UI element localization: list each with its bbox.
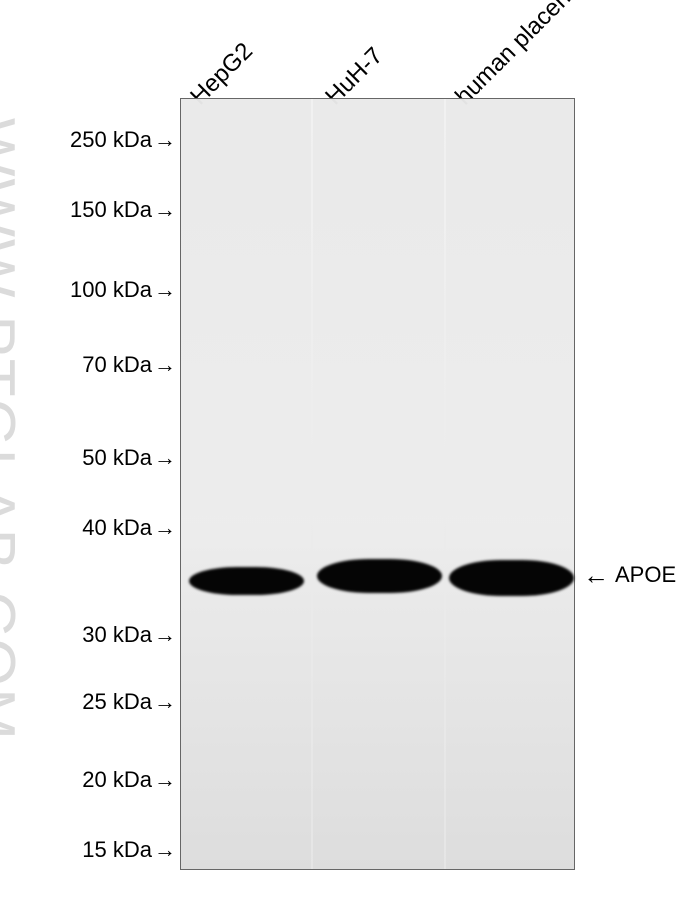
watermark: WWW.PTGLAB.COM bbox=[0, 118, 28, 742]
mw-marker: 100 kDa→ bbox=[70, 277, 176, 303]
target-protein-name: APOE bbox=[615, 562, 676, 588]
mw-marker-text: 30 kDa bbox=[82, 622, 152, 647]
lane-separator bbox=[444, 99, 446, 869]
mw-marker-text: 40 kDa bbox=[82, 515, 152, 540]
arrow-right-icon: → bbox=[154, 689, 176, 715]
mw-marker-text: 50 kDa bbox=[82, 445, 152, 470]
arrow-right-icon: → bbox=[154, 515, 176, 541]
figure-root: WWW.PTGLAB.COM HepG2HuH-7human placenta … bbox=[0, 0, 700, 903]
arrow-left-icon: ← bbox=[583, 562, 609, 588]
mw-marker: 70 kDa→ bbox=[82, 352, 176, 378]
mw-marker: 30 kDa→ bbox=[82, 622, 176, 648]
mw-marker-text: 20 kDa bbox=[82, 767, 152, 792]
mw-marker: 15 kDa→ bbox=[82, 837, 176, 863]
mw-marker-text: 15 kDa bbox=[82, 837, 152, 862]
mw-marker: 250 kDa→ bbox=[70, 127, 176, 153]
arrow-right-icon: → bbox=[154, 622, 176, 648]
lane-label: human placenta bbox=[450, 0, 591, 111]
mw-marker: 50 kDa→ bbox=[82, 445, 176, 471]
mw-marker-text: 250 kDa bbox=[70, 127, 152, 152]
arrow-right-icon: → bbox=[154, 352, 176, 378]
mw-marker-text: 100 kDa bbox=[70, 277, 152, 302]
mw-marker: 40 kDa→ bbox=[82, 515, 176, 541]
band bbox=[449, 560, 574, 596]
blot-membrane bbox=[180, 98, 575, 870]
mw-marker: 20 kDa→ bbox=[82, 767, 176, 793]
lane-separator bbox=[311, 99, 313, 869]
arrow-right-icon: → bbox=[154, 197, 176, 223]
arrow-right-icon: → bbox=[154, 277, 176, 303]
arrow-right-icon: → bbox=[154, 767, 176, 793]
band bbox=[317, 559, 442, 593]
arrow-right-icon: → bbox=[154, 837, 176, 863]
mw-marker-text: 25 kDa bbox=[82, 689, 152, 714]
target-label: ← APOE bbox=[583, 562, 676, 588]
arrow-right-icon: → bbox=[154, 445, 176, 471]
mw-marker-text: 70 kDa bbox=[82, 352, 152, 377]
blot-background bbox=[181, 99, 574, 869]
mw-marker: 25 kDa→ bbox=[82, 689, 176, 715]
band bbox=[189, 567, 304, 595]
arrow-right-icon: → bbox=[154, 127, 176, 153]
mw-marker: 150 kDa→ bbox=[70, 197, 176, 223]
mw-marker-text: 150 kDa bbox=[70, 197, 152, 222]
